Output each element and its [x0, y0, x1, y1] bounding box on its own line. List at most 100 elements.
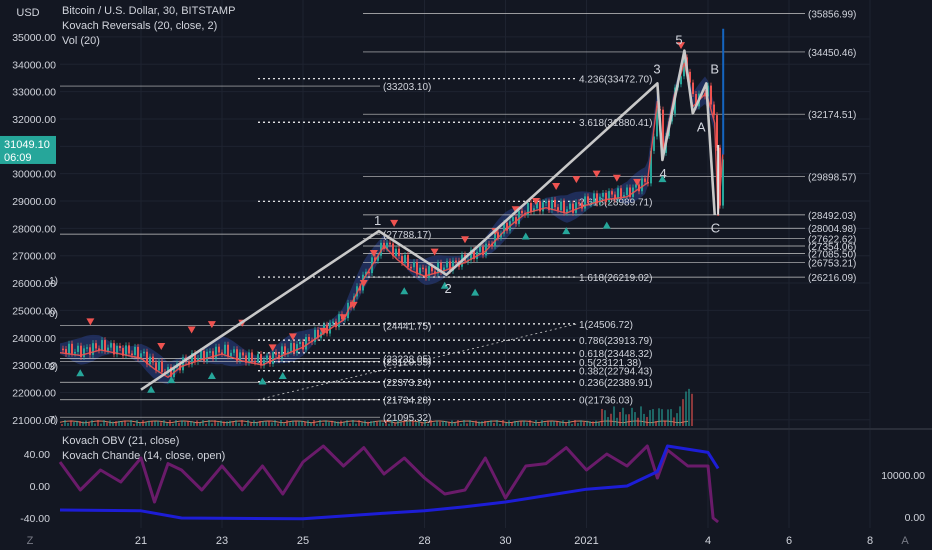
candle-body [683, 57, 685, 77]
volume-bar [466, 423, 468, 426]
wave-label-1: 1 [374, 213, 381, 228]
volume-bar [121, 421, 123, 426]
level-label-right: (35856.99) [808, 9, 856, 20]
reversal-up-marker [147, 385, 156, 393]
volume-bar [268, 420, 270, 426]
reversal-markers [76, 42, 685, 393]
indicator-kovach-chande: Kovach Chande (14, close, open) [62, 450, 226, 462]
volume-bar [517, 421, 519, 426]
volume-bar [301, 420, 303, 426]
candle-body [122, 348, 124, 356]
x-tick-label: 6 [786, 535, 792, 547]
candle-body [572, 203, 574, 213]
candle-body [470, 249, 472, 261]
lower-left-tick: -40.00 [20, 513, 50, 525]
y-tick-label: 22000.00 [12, 387, 56, 399]
candle-body [608, 191, 610, 203]
wave-label-b: B [710, 61, 719, 76]
volume-bar [244, 423, 246, 426]
candle-body [272, 352, 274, 364]
log-scale-button[interactable]: Z [27, 535, 34, 547]
volume-bar [625, 414, 627, 426]
level-label-mid: (21095.32) [383, 413, 431, 424]
volume-bar [274, 420, 276, 426]
fib-label: 0.5(23121.38) [579, 358, 641, 369]
volume-bar [409, 421, 411, 426]
auto-scale-button[interactable]: A [901, 535, 909, 547]
volume-bar [661, 409, 663, 426]
candle-body [635, 184, 637, 188]
volume-bar [394, 423, 396, 426]
volume-bar [310, 422, 312, 426]
volume-bar [448, 421, 450, 426]
candle-body [596, 193, 598, 204]
volume-bar [73, 422, 75, 426]
volume-bar [493, 423, 495, 426]
candle-body [233, 349, 235, 353]
volume-bar [346, 420, 348, 426]
candle-body [443, 267, 445, 273]
y-tick-label: 23000.00 [12, 360, 56, 372]
volume-bar [271, 422, 273, 426]
reversal-down-marker [268, 344, 277, 352]
reversal-down-marker [157, 342, 166, 350]
candle-body [137, 346, 139, 359]
volume-bar [439, 421, 441, 426]
candle-body [410, 266, 412, 269]
volume-bar [400, 422, 402, 426]
currency-label[interactable]: USD [16, 7, 39, 19]
y-tick-label: 32000.00 [12, 114, 56, 126]
candle-body [623, 195, 625, 197]
volume-bar [481, 421, 483, 426]
candle-body [485, 243, 487, 256]
candle-body [125, 345, 127, 356]
volume-bar [322, 423, 324, 426]
volume-bar [364, 420, 366, 426]
volume-bar [148, 420, 150, 426]
volume-bar [136, 420, 138, 426]
candle-body [611, 191, 613, 195]
candle-body [332, 321, 334, 324]
volume-bar [343, 422, 345, 426]
volume-bar [556, 420, 558, 426]
volume-bar [352, 420, 354, 426]
reversal-up-marker [278, 372, 287, 380]
volume-bar [166, 423, 168, 426]
candle-body [497, 232, 499, 238]
volume-bar [643, 413, 645, 426]
volume-bar [115, 421, 117, 426]
volume-bar [235, 420, 237, 426]
volume-bar [178, 422, 180, 426]
candle-body [149, 356, 151, 365]
fibonacci-retracement[interactable]: 4.236(33472.70) 3.618(31880.41) 2.618(2898… [257, 75, 652, 407]
candle-body [563, 201, 565, 213]
volume-bar [91, 420, 93, 426]
candle-body [104, 340, 106, 351]
volume-bar [406, 421, 408, 426]
volume-bar [127, 422, 129, 426]
reversal-up-marker [400, 287, 409, 295]
wave-label-4: 4 [659, 166, 666, 181]
candle-body [152, 356, 154, 363]
volume-bar [139, 423, 141, 426]
volume-bar [154, 421, 156, 426]
candle-body [689, 71, 691, 83]
volume-bar [670, 409, 672, 426]
elliott-wave[interactable]: 1 2 3 4 5 A B C [140, 28, 725, 391]
volume-bar [634, 412, 636, 426]
candle-body [530, 202, 532, 212]
volume-bar [172, 423, 174, 426]
volume-bar [358, 420, 360, 426]
candle-body [542, 202, 544, 212]
volume-bar [109, 420, 111, 426]
reversal-down-marker [552, 182, 561, 190]
candle-body [482, 246, 484, 256]
volume-bar [619, 412, 621, 426]
volume-bar [379, 420, 381, 426]
candle-body [527, 202, 529, 215]
volume-bar [589, 421, 591, 426]
candle-body [281, 346, 283, 359]
volume-bar [472, 422, 474, 426]
volume-bar [487, 422, 489, 426]
